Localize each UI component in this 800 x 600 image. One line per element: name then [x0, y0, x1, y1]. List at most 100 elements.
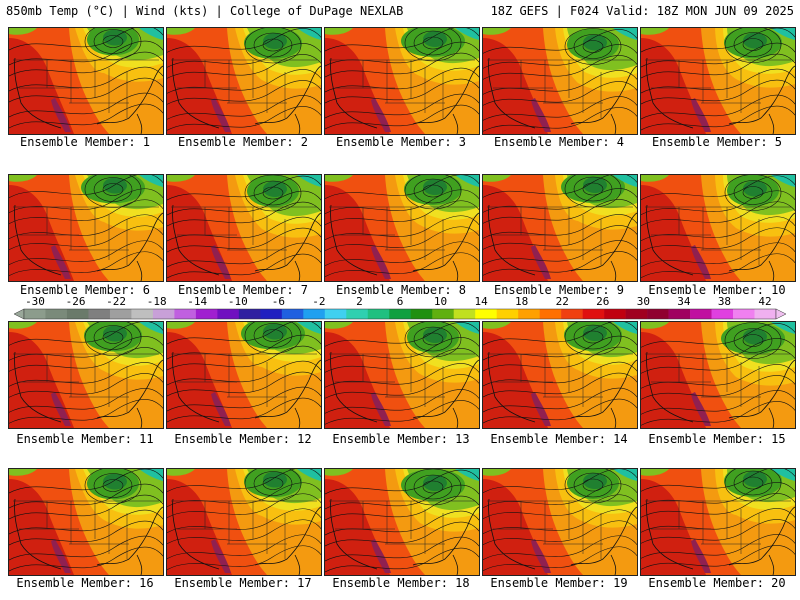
colorbar-segment: [88, 309, 111, 319]
colorbar-segment: [389, 309, 412, 319]
ensemble-member-label: Ensemble Member: 9: [493, 283, 625, 297]
colorbar-segment: [647, 309, 669, 319]
ensemble-member-label: Ensemble Member: 15: [648, 432, 786, 446]
colorbar-segment: [109, 309, 132, 319]
ensemble-member-map: [324, 321, 480, 429]
ensemble-member-map: [482, 174, 638, 282]
colorbar-tick-label: 22: [555, 295, 569, 308]
colorbar-tick-label: 34: [677, 295, 691, 308]
colorbar-tick-label: 14: [474, 295, 488, 308]
colorbar-segment: [690, 309, 712, 319]
ensemble-member-map: [166, 321, 322, 429]
colorbar-tick-label: -10: [227, 295, 248, 308]
colorbar-segment: [518, 309, 540, 319]
colorbar-segment: [453, 309, 476, 319]
colorbar-tick-label: -2: [312, 295, 326, 308]
ensemble-member-map: [324, 27, 480, 135]
colorbar-tick-label: 2: [356, 295, 363, 308]
colorbar-tick-label: 18: [515, 295, 529, 308]
ensemble-member-label: Ensemble Member: 20: [648, 576, 786, 590]
ensemble-member-label: Ensemble Member: 19: [490, 576, 628, 590]
colorbar-tick-label: -30: [25, 295, 45, 308]
ensemble-member-label: Ensemble Member: 2: [177, 135, 309, 149]
ensemble-member-map: [640, 174, 796, 282]
ensemble-member-map: [166, 468, 322, 576]
colorbar-tick-label: -18: [146, 295, 167, 308]
colorbar-segment: [66, 309, 89, 319]
colorbar-segment: [174, 309, 197, 319]
ensemble-member-map: [8, 468, 164, 576]
ensemble-member-map: [324, 468, 480, 576]
colorbar-segment: [432, 309, 455, 319]
ensemble-member-map: [640, 27, 796, 135]
colorbar-segment: [539, 309, 562, 319]
ensemble-member-map: [482, 321, 638, 429]
ensemble-member-map: [324, 174, 480, 282]
colorbar-segment: [281, 309, 304, 319]
colorbar-tick-label: 38: [717, 295, 732, 308]
ensemble-member-label: Ensemble Member: 3: [335, 135, 467, 149]
ensemble-member-label: Ensemble Member: 11: [16, 432, 154, 446]
colorbar-tick-label: -26: [65, 295, 86, 308]
colorbar-segment: [367, 309, 390, 319]
colorbar-over-arrow: [775, 308, 786, 320]
ensemble-member-map: [166, 27, 322, 135]
ensemble-member-map: [8, 321, 164, 429]
ensemble-member-map: [640, 468, 796, 576]
colorbar-segment: [238, 309, 261, 319]
ensemble-member-label: Ensemble Member: 7: [177, 283, 309, 297]
colorbar-segment: [45, 309, 68, 319]
ensemble-member-map: [166, 174, 322, 282]
ensemble-member-label: Ensemble Member: 6: [19, 283, 151, 297]
header-valid-time: 18Z GEFS | F024 Valid: 18Z MON JUN 09 20…: [490, 4, 794, 18]
colorbar-segment: [24, 309, 46, 319]
colorbar-segment: [496, 309, 519, 319]
colorbar-segment: [195, 309, 218, 319]
colorbar-segment: [561, 309, 583, 319]
ensemble-member-label: Ensemble Member: 13: [332, 432, 470, 446]
colorbar-segment: [346, 309, 369, 319]
ensemble-member-label: Ensemble Member: 12: [174, 432, 312, 446]
ensemble-member-map: [482, 468, 638, 576]
ensemble-member-map: [8, 174, 164, 282]
colorbar-tick-label: -6: [271, 295, 285, 308]
colorbar-segment: [668, 309, 691, 319]
colorbar-tick-label: 30: [636, 295, 650, 308]
colorbar-segment: [754, 309, 777, 319]
colorbar-segment: [303, 309, 326, 319]
colorbar-segment: [410, 309, 433, 319]
colorbar-tick-label: 10: [433, 295, 448, 308]
colorbar-segment: [324, 309, 347, 319]
colorbar-tick-label: -22: [106, 295, 127, 308]
ensemble-member-label: Ensemble Member: 4: [493, 135, 625, 149]
colorbar-segment: [711, 309, 734, 319]
colorbar-segment: [733, 309, 755, 319]
ensemble-member-label: Ensemble Member: 18: [332, 576, 470, 590]
colorbar-segment: [152, 309, 175, 319]
ensemble-member-label: Ensemble Member: 16: [16, 576, 154, 590]
ensemble-member-label: Ensemble Member: 14: [490, 432, 628, 446]
colorbar-under-arrow: [14, 308, 25, 320]
colorbar-tick-label: 6: [396, 295, 404, 308]
colorbar-tick-label: -14: [187, 295, 208, 308]
ensemble-member-label: Ensemble Member: 17: [174, 576, 312, 590]
colorbar-tick-label: 26: [596, 295, 610, 308]
colorbar-segment: [604, 309, 626, 319]
header-title: 850mb Temp (°C) | Wind (kts) | College o…: [6, 4, 404, 18]
colorbar-segment: [582, 309, 605, 319]
ensemble-member-map: [482, 27, 638, 135]
colorbar-segment: [625, 309, 648, 319]
ensemble-member-map: [8, 27, 164, 135]
colorbar-segment: [475, 309, 497, 319]
ensemble-member-label: Ensemble Member: 5: [651, 135, 783, 149]
ensemble-member-label: Ensemble Member: 10: [648, 283, 786, 297]
ensemble-member-map: [640, 321, 796, 429]
colorbar-segment: [260, 309, 283, 319]
colorbar-tick-label: 42: [758, 295, 772, 308]
ensemble-member-label: Ensemble Member: 1: [19, 135, 151, 149]
colorbar-segment: [131, 309, 154, 319]
ensemble-member-label: Ensemble Member: 8: [335, 283, 467, 297]
colorbar-segment: [217, 309, 240, 319]
temperature-colorbar: [14, 308, 786, 320]
